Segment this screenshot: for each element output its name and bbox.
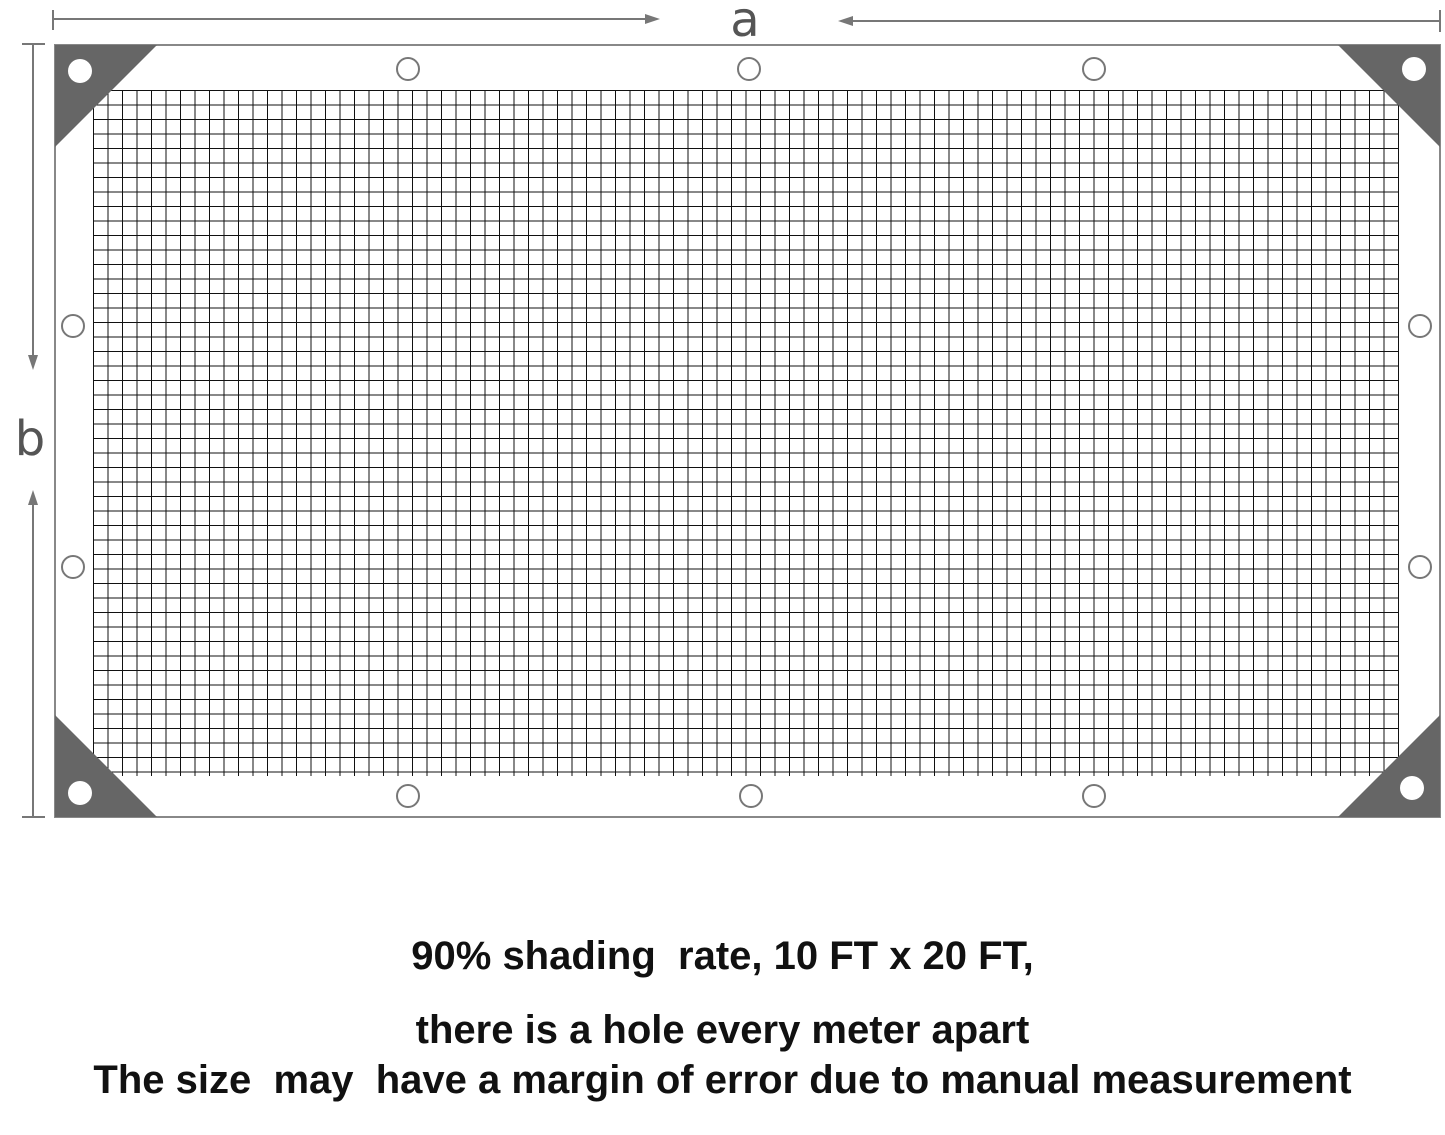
shade-net-diagram: a b [15,0,1441,818]
corner-grommet-icon [1402,57,1426,81]
width-dimension [52,10,1441,32]
caption-line-3: The size may have a margin of error due … [93,1058,1352,1102]
corner-grommet-icon [68,59,92,83]
height-label: b [15,411,45,467]
caption-line-1: 90% shading rate, 10 FT x 20 FT, [411,934,1034,978]
corner-grommet-icon [1400,776,1424,800]
grommet-icon [737,57,761,81]
mesh-grid [93,90,1399,776]
corner-grommet-icon [68,781,92,805]
grommet-icon [61,314,85,338]
height-dimension [22,43,45,818]
grommet-icon [61,555,85,579]
grommet-icon [1082,57,1106,81]
grommet-icon [739,784,763,808]
grommet-icon [396,784,420,808]
width-label: a [730,0,759,48]
grommet-icon [396,57,420,81]
grommet-icon [1408,314,1432,338]
grommet-icon [1408,555,1432,579]
caption-line-2: there is a hole every meter apart [415,1008,1030,1052]
grommet-icon [1082,784,1106,808]
